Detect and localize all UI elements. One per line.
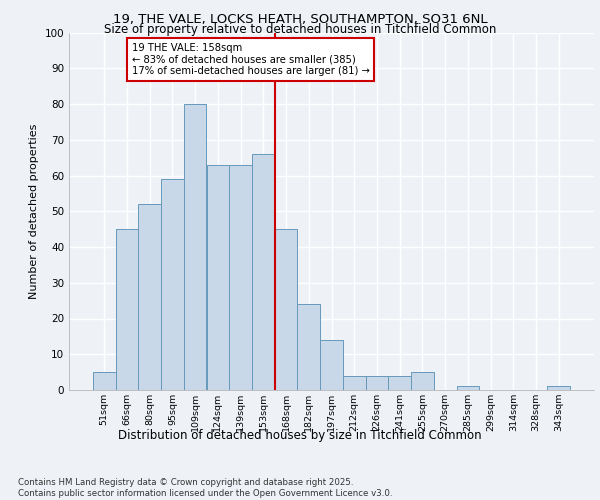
Bar <box>388 376 411 390</box>
Y-axis label: Number of detached properties: Number of detached properties <box>29 124 39 299</box>
Bar <box>365 376 388 390</box>
Bar <box>457 386 479 390</box>
Bar <box>411 372 434 390</box>
Text: 19, THE VALE, LOCKS HEATH, SOUTHAMPTON, SO31 6NL: 19, THE VALE, LOCKS HEATH, SOUTHAMPTON, … <box>113 12 487 26</box>
Bar <box>93 372 116 390</box>
Bar <box>343 376 365 390</box>
Bar <box>298 304 320 390</box>
Bar <box>116 229 139 390</box>
Text: 19 THE VALE: 158sqm
← 83% of detached houses are smaller (385)
17% of semi-detac: 19 THE VALE: 158sqm ← 83% of detached ho… <box>131 43 370 76</box>
Bar <box>229 165 252 390</box>
Bar <box>161 179 184 390</box>
Bar <box>320 340 343 390</box>
Bar <box>139 204 161 390</box>
Bar <box>275 229 298 390</box>
Bar <box>547 386 570 390</box>
Text: Contains HM Land Registry data © Crown copyright and database right 2025.
Contai: Contains HM Land Registry data © Crown c… <box>18 478 392 498</box>
Bar <box>184 104 206 390</box>
Bar <box>206 165 229 390</box>
Text: Distribution of detached houses by size in Titchfield Common: Distribution of detached houses by size … <box>118 430 482 442</box>
Text: Size of property relative to detached houses in Titchfield Common: Size of property relative to detached ho… <box>104 22 496 36</box>
Bar <box>252 154 275 390</box>
